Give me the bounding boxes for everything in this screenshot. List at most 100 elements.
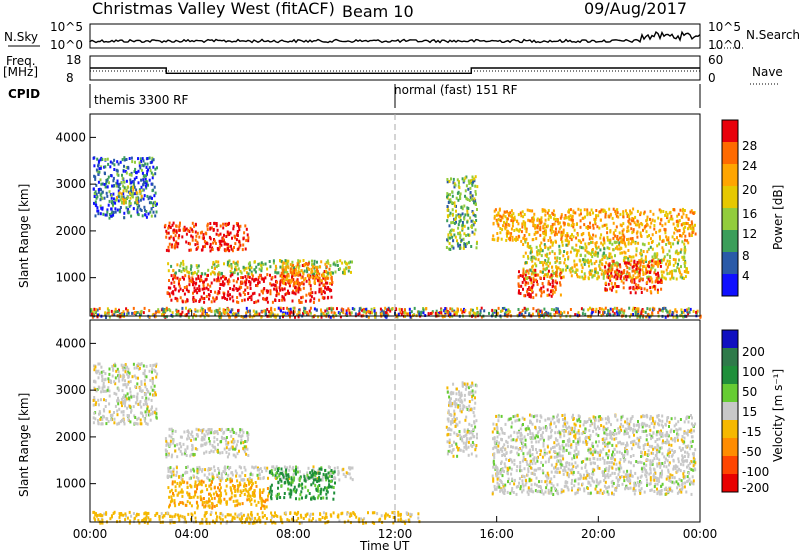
power-cell: [212, 262, 215, 266]
power-cell: [132, 182, 135, 186]
power-cell: [316, 260, 318, 264]
power-cell: [676, 266, 679, 270]
velocity-cell: [111, 413, 114, 417]
velocity-cell: [217, 443, 219, 447]
velocity-cell: [205, 450, 208, 454]
power-cell: [555, 227, 557, 231]
power-cell: [493, 238, 496, 242]
velocity-cell: [261, 491, 264, 494]
power-cell: [645, 315, 648, 319]
velocity-cell: [124, 383, 126, 387]
power-cell: [687, 217, 690, 221]
velocity-cell: [194, 482, 197, 486]
power-cell: [217, 260, 220, 264]
power-cell: [448, 224, 451, 228]
velocity-cell: [208, 484, 211, 488]
power-cell: [672, 258, 675, 261]
power-cell: [266, 273, 269, 277]
power-cell: [178, 228, 181, 232]
power-cell: [580, 212, 582, 216]
velocity-cell: [233, 485, 236, 488]
velocity-cell: [218, 471, 220, 475]
power-cell: [101, 158, 104, 161]
power-cell: [606, 226, 609, 230]
velocity-cell: [102, 381, 105, 385]
power-cell: [250, 266, 253, 270]
power-cell: [657, 311, 660, 314]
power-cell: [625, 255, 628, 259]
power-cell: [588, 272, 591, 276]
velocity-cell: [194, 437, 197, 441]
power-cell: [527, 255, 529, 259]
power-cell: [546, 266, 548, 270]
power-cell: [121, 197, 124, 201]
velocity-cell: [146, 422, 149, 426]
velocity-cell: [217, 500, 220, 504]
power-cell: [463, 204, 466, 208]
power-cell: [209, 226, 212, 230]
power-cell: [228, 233, 231, 236]
velocity-cell: [142, 403, 145, 407]
velocity-cell: [219, 486, 222, 490]
velocity-cell: [207, 504, 210, 508]
velocity-cell: [190, 485, 193, 489]
power-cell: [446, 219, 449, 223]
velocity-cell: [286, 466, 289, 470]
velocity-cell: [201, 503, 204, 507]
velocity-cell: [168, 505, 170, 509]
velocity-cell: [226, 501, 228, 505]
power-cell: [120, 192, 123, 196]
power-cell: [594, 243, 597, 247]
power-cell: [272, 259, 275, 263]
power-cell: [142, 164, 145, 168]
power-cell: [538, 252, 541, 256]
power-cell: [141, 157, 144, 161]
power-cell: [586, 250, 589, 254]
velocity-cell: [93, 411, 96, 415]
power-cell: [623, 269, 626, 272]
power-cell: [121, 173, 123, 177]
velocity-cell: [213, 465, 216, 469]
power-cell: [184, 274, 187, 278]
power-cell: [183, 292, 186, 296]
power-cell: [459, 194, 461, 198]
power-cell: [196, 231, 199, 235]
power-cell: [272, 283, 275, 287]
power-cell: [491, 237, 494, 241]
velocity-cell: [187, 434, 190, 438]
power-cell: [149, 169, 152, 173]
power-cell: [563, 250, 566, 253]
velocity-cell: [208, 504, 211, 508]
power-cell: [281, 298, 284, 302]
power-cell: [96, 157, 99, 161]
power-cell: [666, 310, 669, 314]
power-cell: [637, 312, 640, 316]
velocity-cell: [234, 488, 237, 492]
power-cell: [257, 281, 259, 285]
power-cell: [137, 213, 140, 217]
power-cell: [646, 307, 649, 311]
velocity-cell: [198, 480, 201, 484]
velocity-cell: [196, 433, 199, 437]
velocity-cell: [117, 399, 120, 403]
power-cell: [649, 217, 651, 221]
power-cell: [572, 223, 575, 226]
power-cell: [653, 307, 656, 311]
power-cell: [538, 312, 540, 316]
power-cell: [217, 233, 220, 237]
power-cell: [214, 297, 217, 301]
power-cell: [183, 269, 186, 273]
power-cell: [557, 266, 560, 270]
power-cell: [168, 224, 170, 228]
power-cell: [97, 212, 100, 216]
power-cell: [203, 236, 205, 240]
velocity-cell: [262, 489, 265, 493]
power-cell: [336, 307, 338, 311]
power-cell: [275, 288, 278, 292]
power-cell: [215, 279, 218, 283]
power-cell: [209, 242, 212, 246]
power-cell: [141, 171, 144, 175]
power-cell: [594, 218, 597, 221]
power-cell: [332, 262, 335, 266]
power-cell: [147, 212, 150, 216]
